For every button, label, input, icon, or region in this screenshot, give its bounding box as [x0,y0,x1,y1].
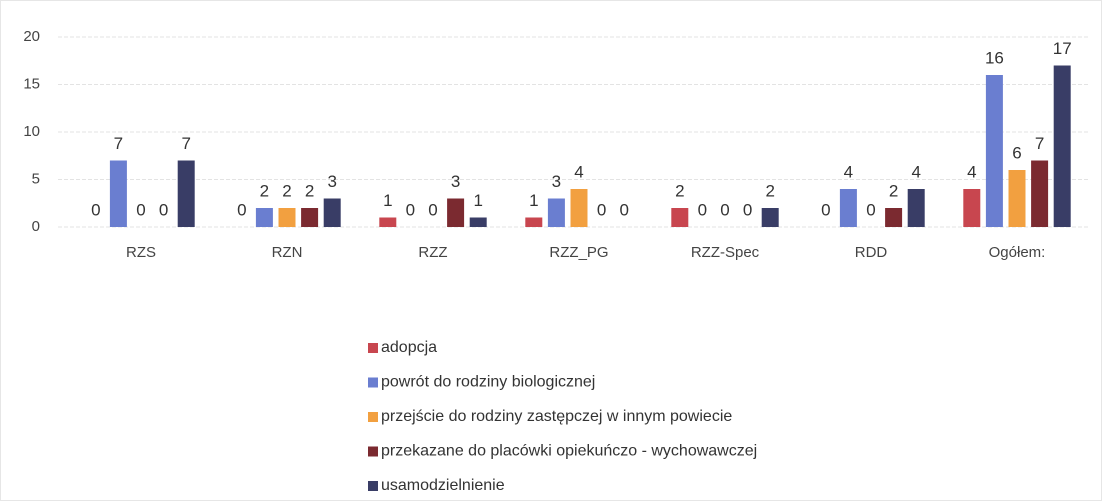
legend-label: przekazane do placówki opiekuńczo - wych… [381,443,757,460]
bar [839,189,857,227]
value-label: 6 [1012,143,1021,162]
legend-swatch [368,377,378,388]
value-label: 0 [619,200,628,219]
value-label: 7 [1035,134,1044,153]
bar [570,189,588,227]
legend-label: adopcja [381,339,437,356]
value-label: 3 [327,172,336,191]
bar [963,189,981,227]
value-label: 3 [552,172,561,191]
value-label: 1 [383,191,392,210]
bar [278,208,296,227]
value-label: 7 [114,134,123,153]
value-label: 2 [765,181,774,200]
bar [761,208,779,227]
bar [907,189,925,227]
bar [1031,160,1049,227]
bar [301,208,319,227]
value-label: 17 [1053,39,1072,58]
value-label: 4 [844,162,853,181]
x-tick-label: RZZ [418,244,447,261]
bar [985,75,1003,227]
bar [177,160,195,227]
y-tick-label: 10 [23,123,40,140]
bar [469,217,487,227]
value-label: 0 [743,200,752,219]
value-label: 4 [967,162,976,181]
value-label: 0 [866,200,875,219]
legend-label: powrót do rodziny biologicznej [381,374,595,391]
legend-swatch [368,343,378,353]
value-label: 0 [698,200,707,219]
y-tick-label: 5 [32,170,40,187]
value-label: 2 [889,181,898,200]
bar [255,208,273,227]
value-label: 7 [181,134,190,153]
value-label: 16 [985,48,1004,67]
value-label: 0 [237,200,246,219]
value-label: 2 [260,181,269,200]
value-label: 0 [91,200,100,219]
value-label: 0 [720,200,729,219]
bar [1008,170,1026,227]
bar [323,198,341,227]
bar [109,160,127,227]
value-label: 2 [282,181,291,200]
legend-swatch [368,446,378,457]
value-label: 0 [406,200,415,219]
value-label: 1 [529,191,538,210]
value-label: 2 [305,181,314,200]
legend-swatch [368,412,378,422]
value-label: 3 [451,172,460,191]
bar [379,217,397,227]
value-label: 0 [597,200,606,219]
bar [447,198,465,227]
x-tick-label: RZS [126,244,156,261]
value-label: 1 [473,191,482,210]
x-tick-label: RDD [855,244,888,261]
bar [525,217,543,227]
y-tick-label: 0 [32,218,40,235]
x-tick-label: Ogółem: [989,244,1046,261]
bar [1053,65,1071,227]
bar [671,208,689,227]
x-tick-label: RZN [272,244,303,261]
value-label: 0 [821,200,830,219]
bar [885,208,903,227]
bar [547,198,565,227]
value-label: 4 [574,162,583,181]
value-label: 2 [675,181,684,200]
legend-swatch [368,481,378,491]
x-tick-label: RZZ_PG [549,244,608,261]
legend-label: przejście do rodziny zastępczej w innym … [381,408,732,425]
y-tick-label: 15 [23,75,40,92]
legend-label: usamodzielnienie [381,477,505,494]
value-label: 4 [911,162,920,181]
value-label: 0 [159,200,168,219]
x-tick-label: RZZ-Spec [691,244,760,261]
y-tick-label: 20 [23,28,40,45]
value-label: 0 [428,200,437,219]
value-label: 0 [136,200,145,219]
